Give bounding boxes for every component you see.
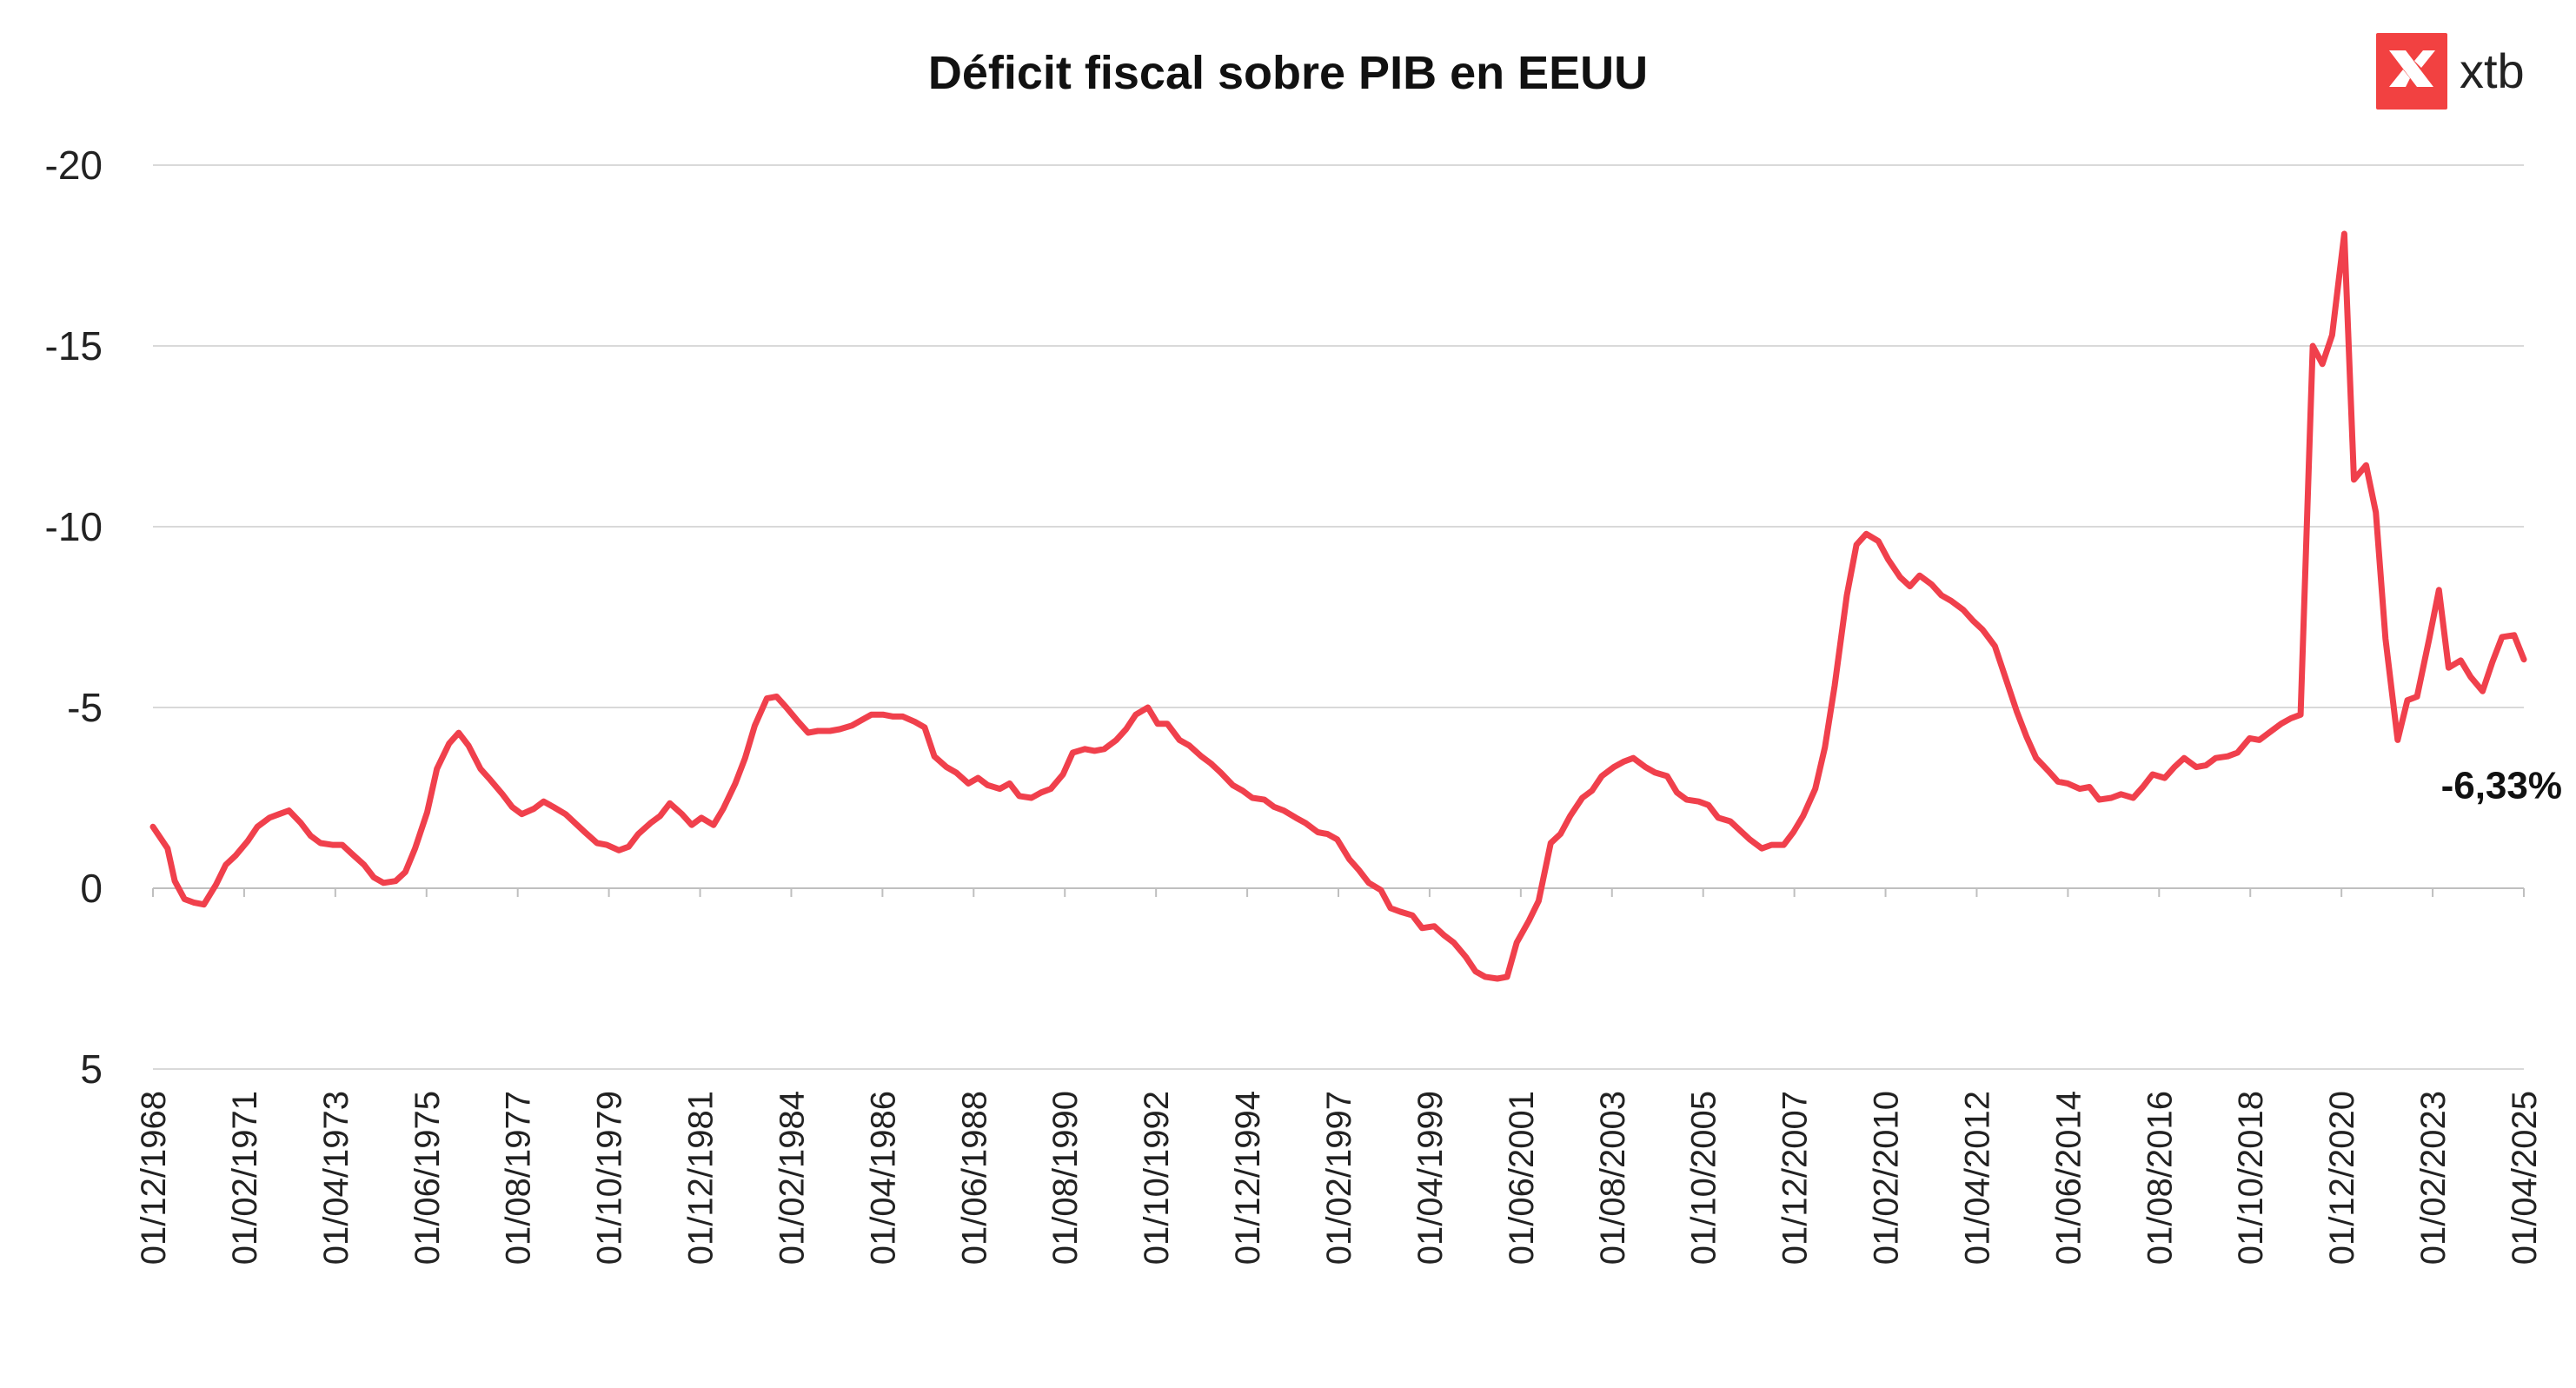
x-tick-label: 01/06/2001: [1503, 1091, 1541, 1265]
series-layer: [149, 230, 2527, 982]
x-tick-label: 01/02/1971: [226, 1091, 264, 1265]
x-tick-label: 01/04/2025: [2506, 1091, 2544, 1265]
x-tick-label: 01/10/1979: [591, 1091, 629, 1265]
x-tick-label: 01/08/2003: [1594, 1091, 1632, 1265]
series-line: [149, 230, 2527, 982]
x-tick-label: 01/04/1973: [317, 1091, 355, 1265]
x-tick-label: 01/02/1997: [1320, 1091, 1358, 1265]
x-tick-label: 01/04/1999: [1411, 1091, 1450, 1265]
x-tick-label: 01/08/1990: [1046, 1091, 1085, 1265]
x-tick-label: 01/02/2010: [1868, 1091, 1906, 1265]
x-tick-label: 01/06/1988: [955, 1091, 993, 1265]
x-tick-label: 01/06/1975: [408, 1091, 447, 1265]
y-tick-label: 5: [80, 1046, 103, 1092]
x-tick-label: 01/04/2012: [1958, 1091, 1996, 1265]
x-tick-label: 01/06/2014: [2049, 1091, 2088, 1265]
x-tick-label: 01/08/2016: [2141, 1091, 2179, 1265]
xtb-logo-x-icon: [2389, 50, 2435, 87]
x-tick-label: 01/10/2005: [1685, 1091, 1723, 1265]
x-tick-label: 01/12/2007: [1776, 1091, 1815, 1265]
x-tick-label: 01/04/1986: [864, 1091, 902, 1265]
y-axis-ticks: -20 -15 -10 -5 0 5: [45, 143, 103, 1092]
y-tick-label: -5: [67, 685, 103, 730]
x-tick-label: 01/12/2020: [2323, 1091, 2361, 1265]
grid: [153, 164, 2524, 1070]
x-tick-label: 01/12/1994: [1229, 1091, 1267, 1265]
x-tick-label: 01/12/1968: [135, 1091, 173, 1265]
x-tick-label: 01/02/1984: [773, 1091, 811, 1265]
annotation-last-value: -6,33%: [2441, 765, 2562, 807]
xtb-logo: xtb: [2376, 33, 2525, 110]
y-tick-label: -20: [45, 143, 103, 188]
x-tick-label: 01/02/2023: [2414, 1091, 2453, 1265]
x-axis: 01/12/1968 01/02/1971 01/04/1973 01/06/1975…: [135, 887, 2544, 1265]
xtb-logo-text: xtb: [2460, 43, 2525, 98]
y-tick-label: -15: [45, 323, 103, 369]
x-tick-label: 01/08/1977: [500, 1091, 538, 1265]
x-tick-label: 01/10/2018: [2232, 1091, 2270, 1265]
y-tick-label: -10: [45, 504, 103, 549]
y-tick-label: 0: [80, 866, 103, 911]
chart-title: Déficit fiscal sobre PIB en EEUU: [928, 47, 1648, 99]
x-tick-label: 01/12/1981: [682, 1091, 720, 1265]
x-tick-label: 01/10/1992: [1138, 1091, 1176, 1265]
